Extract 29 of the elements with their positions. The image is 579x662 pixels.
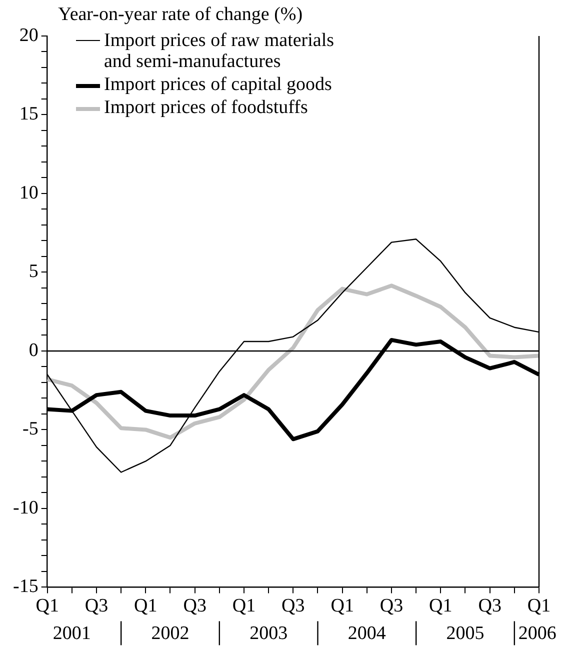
x-tick-label: Q3: [183, 596, 206, 617]
x-tick-label: Q1: [527, 596, 551, 617]
x-tick-label: Q3: [282, 596, 305, 617]
x-tick-label: Q1: [36, 596, 59, 617]
text: 2002: [151, 623, 190, 644]
text: 2004: [348, 623, 386, 644]
text: 2006: [518, 623, 556, 644]
text: 2005: [446, 623, 484, 644]
legend-label: Import prices of capital goods: [104, 74, 332, 95]
y-tick-label: 20: [19, 24, 38, 46]
x-tick-label: Q3: [84, 596, 108, 617]
x-tick-label: Q1: [429, 596, 452, 617]
y-tick-label: -10: [13, 497, 38, 518]
y-axis-title: Year-on-year rate of change (%): [58, 4, 303, 25]
x-tick-label: Q1: [134, 596, 158, 617]
text: 2003: [250, 623, 288, 644]
y-tick-label: 0: [28, 340, 38, 361]
x-tick-label: Q3: [380, 596, 404, 617]
y-tick-label: -15: [13, 576, 38, 598]
y-tick-label: 5: [28, 261, 38, 282]
text: 2001: [52, 623, 91, 644]
y-tick-label: 15: [19, 104, 38, 125]
y-tick-label: -5: [22, 418, 38, 440]
legend-label: Import prices of raw materials and semi-manufactures: [104, 30, 334, 72]
legend-label: Import prices of foodstuffs: [104, 97, 308, 118]
y-tick-label: 10: [19, 182, 38, 204]
x-tick-label: Q3: [478, 596, 502, 617]
x-tick-label: Q1: [330, 596, 354, 617]
x-tick-label: Q1: [232, 596, 256, 617]
